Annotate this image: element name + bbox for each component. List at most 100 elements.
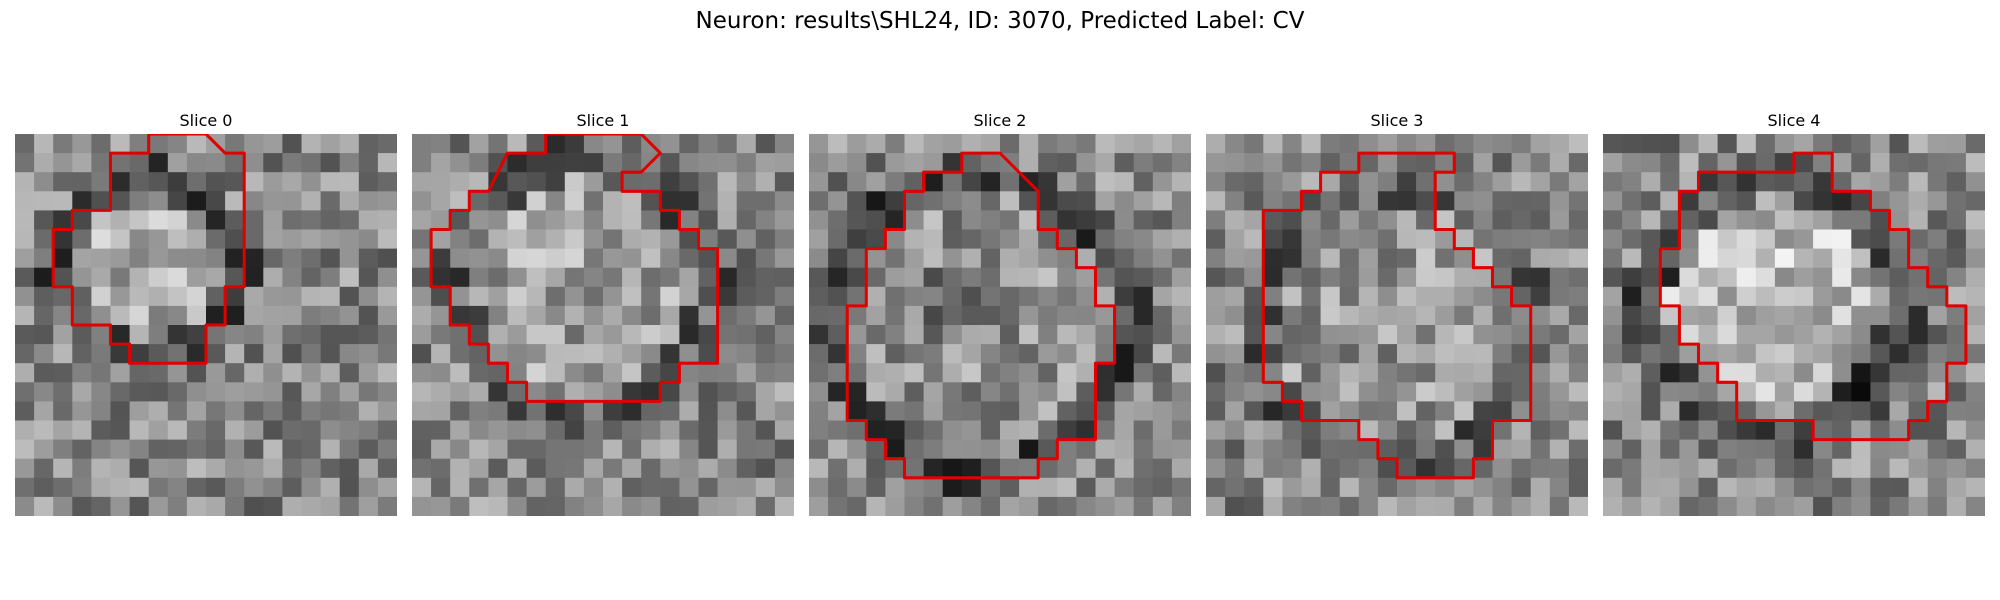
pixel [244,477,264,498]
pixel [1717,134,1738,154]
pixel [1660,420,1680,440]
pixel [1301,286,1321,307]
pixel [91,191,111,211]
pixel [129,458,150,479]
pixel [1679,344,1699,364]
pixel [1358,382,1379,402]
pixel [1244,496,1264,516]
pixel [1622,496,1642,516]
slice-title-2: Slice 2 [973,111,1027,130]
pixel [1358,248,1379,269]
pixel [1549,325,1570,345]
pixel [450,305,470,326]
pixel [755,267,776,288]
pixel [1397,477,1417,498]
pixel [1171,172,1191,192]
pixel [809,267,829,288]
pixel [225,439,245,460]
pixel [358,344,379,364]
pixel [1282,363,1302,383]
pixel [148,458,169,479]
pixel [1320,229,1341,249]
pixel [1530,286,1551,307]
pixel [1927,401,1948,421]
pixel [1225,172,1245,192]
pixel [1301,267,1321,288]
pixel [488,458,508,479]
pixel [622,363,642,383]
pixel [1358,344,1379,364]
pixel [660,267,680,288]
pixel [1282,401,1302,421]
pixel [1511,134,1532,154]
pixel [526,344,547,364]
pixel [225,286,245,307]
pixel [774,458,794,479]
slice-panel-3: Slice 3 [1206,108,1588,516]
pixel [129,420,150,440]
pixel [1377,153,1398,173]
pixel [1114,477,1135,498]
pixel [167,496,188,516]
pixel [1057,229,1077,249]
pixel [1755,477,1776,498]
pixel [148,267,169,288]
pixel [110,286,130,307]
pixel [148,286,169,307]
pixel [660,305,680,326]
pixel [1282,420,1302,440]
pixel [339,496,360,516]
pixel [1908,153,1929,173]
pixel [622,210,642,230]
pixel [320,363,341,383]
pixel [603,229,623,249]
pixel [1908,267,1929,288]
pixel [866,229,886,249]
pixel [412,172,432,192]
pixel [679,286,699,307]
pixel [110,363,130,383]
pixel [129,286,150,307]
pixel [1603,172,1623,192]
pixel [1946,210,1967,230]
pixel [282,286,302,307]
pixel [1794,267,1814,288]
pixel [34,439,54,460]
pixel [1171,458,1191,479]
pixel [450,477,470,498]
pixel [1736,401,1757,421]
pixel [1000,134,1020,154]
pixel [1870,286,1890,307]
pixel [507,153,527,173]
pixel [1171,401,1191,421]
pixel [1301,401,1321,421]
pixel [847,286,867,307]
pixel [545,229,566,249]
pixel [1416,458,1436,479]
pixel [980,305,1001,326]
pixel [774,363,794,383]
pixel [72,382,92,402]
pixel [412,191,432,211]
pixel [847,401,867,421]
pixel [1946,153,1967,173]
pixel [339,420,360,440]
pixel [1603,363,1623,383]
pixel [72,248,92,269]
pixel [1114,210,1135,230]
pixel [431,420,451,440]
pixel [507,344,527,364]
pixel [1679,496,1699,516]
pixel [1320,134,1341,154]
pixel [1908,439,1929,460]
pixel [564,305,585,326]
pixel [1774,363,1795,383]
pixel [1397,134,1417,154]
pixel [1889,134,1909,154]
pixel [755,229,776,249]
pixel [1851,153,1871,173]
pixel [1641,344,1661,364]
pixel [1927,363,1948,383]
pixel [717,267,738,288]
pixel [961,496,982,516]
